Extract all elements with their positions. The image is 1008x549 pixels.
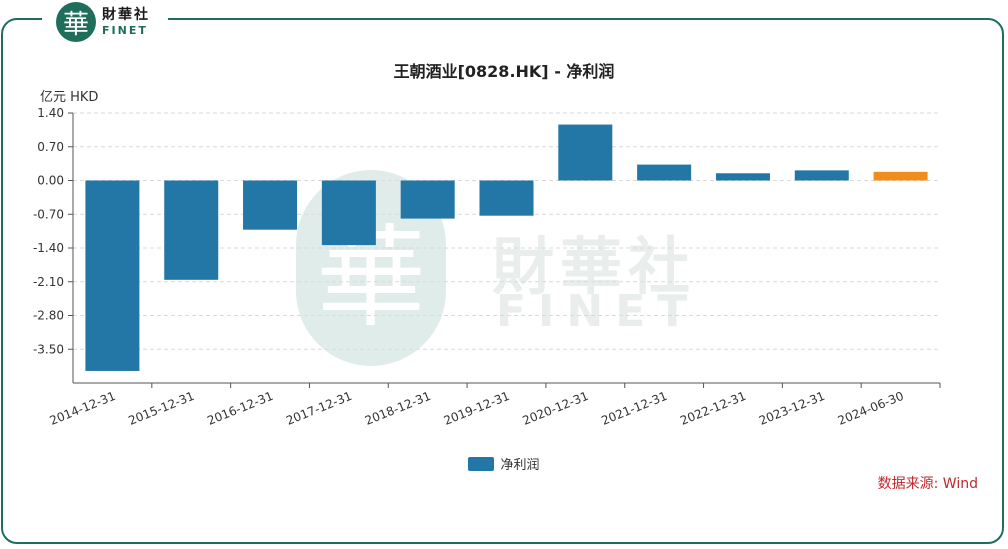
y-tick-labels: 1.40 0.70 0.00 -0.70 -1.40 -2.10 -2.80 -3.50 — [33, 106, 64, 356]
bars — [85, 124, 928, 371]
x-tick-label: 2022-12-31 — [678, 389, 748, 428]
bar[interactable] — [873, 171, 928, 181]
bar[interactable] — [794, 170, 849, 181]
bar[interactable] — [558, 124, 613, 181]
x-tick-labels: 2014-12-31 2015-12-31 2016-12-31 2017-12-31… — [48, 389, 906, 428]
y-tick-label: -3.50 — [33, 342, 64, 356]
data-source: 数据来源: Wind — [877, 476, 978, 492]
bar[interactable] — [321, 180, 376, 246]
y-tick-label: -1.40 — [33, 241, 64, 255]
brand-name-en: FINET — [102, 24, 148, 37]
bar[interactable] — [479, 180, 534, 216]
x-tick-label: 2016-12-31 — [205, 389, 275, 428]
x-tick-label: 2018-12-31 — [363, 389, 433, 428]
bar[interactable] — [164, 180, 219, 280]
bar[interactable] — [243, 180, 298, 230]
y-tick-label: -2.10 — [33, 275, 64, 289]
chart-frame — [1, 18, 1004, 544]
y-tick-label: 0.70 — [37, 140, 64, 154]
y-tick-label: -2.80 — [33, 309, 64, 323]
axes — [68, 112, 941, 388]
x-tick-label: 2015-12-31 — [126, 389, 196, 428]
x-tick-label: 2023-12-31 — [757, 389, 827, 428]
finet-logo: 華 財華社 FINET — [42, 0, 168, 44]
bar[interactable] — [715, 173, 770, 181]
bar[interactable] — [637, 164, 692, 181]
bar[interactable] — [400, 180, 455, 219]
bar[interactable] — [85, 180, 140, 371]
x-tick-label: 2024-06-30 — [836, 389, 906, 428]
x-tick-label: 2017-12-31 — [284, 389, 354, 428]
y-tick-label: 1.40 — [37, 106, 64, 120]
legend[interactable]: 净利润 — [0, 454, 1008, 473]
x-tick-label: 2019-12-31 — [442, 389, 512, 428]
finet-seal-icon: 華 — [56, 2, 96, 42]
legend-swatch — [468, 456, 495, 471]
y-tick-label: 0.00 — [37, 174, 64, 188]
y-axis-unit: 亿元 HKD — [40, 90, 99, 105]
brand-name-cn: 財華社 — [102, 7, 150, 23]
x-tick-label: 2021-12-31 — [599, 389, 669, 428]
x-tick-label: 2014-12-31 — [48, 389, 118, 428]
y-tick-label: -0.70 — [33, 207, 64, 221]
x-tick-label: 2020-12-31 — [521, 389, 591, 428]
legend-label: 净利润 — [500, 458, 540, 473]
chart-title: 王朝酒业[0828.HK] - 净利润 — [393, 62, 615, 81]
